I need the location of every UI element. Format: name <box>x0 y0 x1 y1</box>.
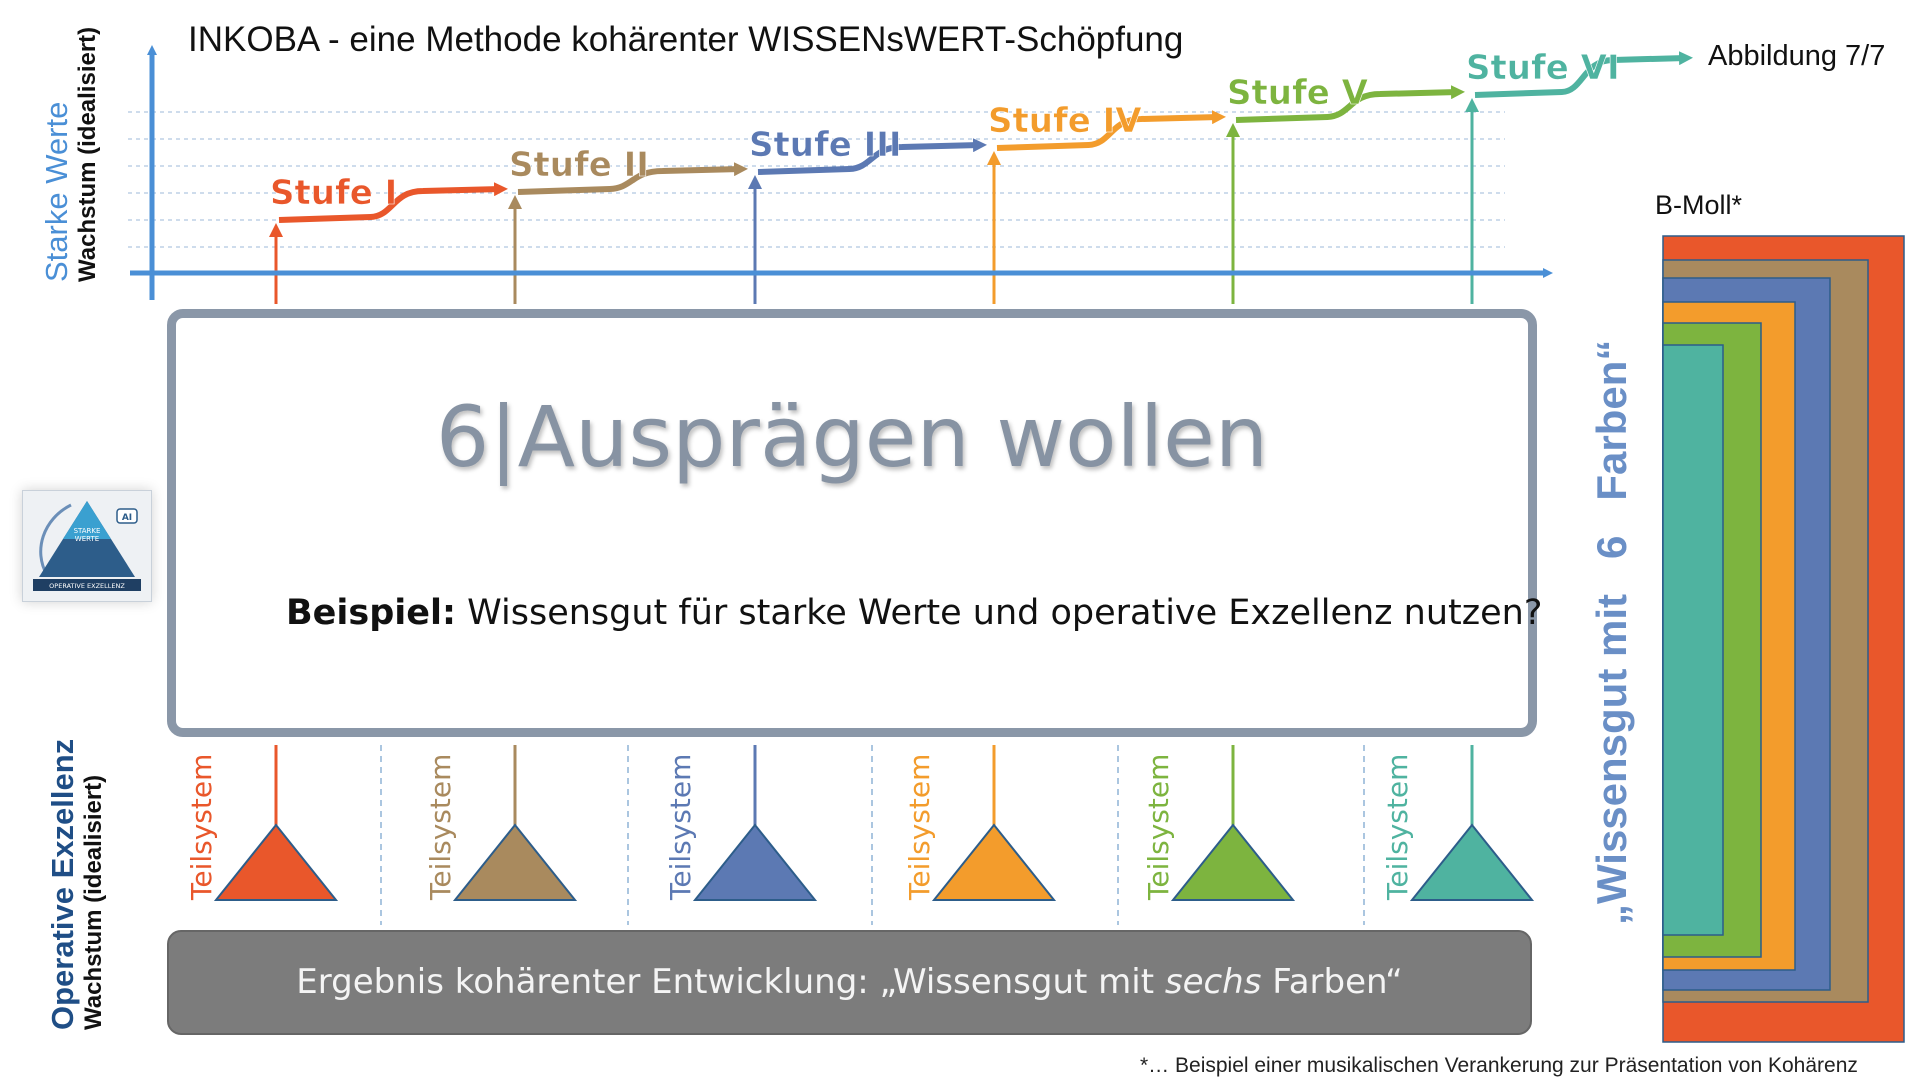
stage-curve <box>517 162 748 195</box>
axis-main-label: Operative Exzellenz <box>45 738 80 1030</box>
stage-label: Stufe III <box>749 125 902 165</box>
page-title: INKOBA - eine Methode kohärenter WISSENs… <box>188 20 1184 59</box>
stage-curve <box>996 110 1226 151</box>
subsystem-triangle <box>452 823 578 901</box>
result-suffix: Farben“ <box>1261 962 1403 1002</box>
logo-badge: AI <box>122 513 132 523</box>
subsystem-dividers <box>380 745 1365 925</box>
starke-werte-logo: STARKE WERTE OPERATIVE EXZELLENZ AI <box>22 490 152 602</box>
y-axis-label-top: Starke Werte Wachstum (idealisiert) <box>39 26 102 282</box>
side-label: „Wissensgut mit 6 Farben“ <box>1588 339 1635 925</box>
subsystem-triangle <box>1409 823 1535 901</box>
logo-line2: WERTE <box>75 535 99 543</box>
legend-color-band <box>1662 344 1724 936</box>
stage-curves <box>278 51 1693 223</box>
example-text: Beispiel: Wissensgut für starke Werte un… <box>286 593 1542 633</box>
footnote: *… Beispiel einer musikalischen Veranker… <box>1140 1054 1858 1077</box>
grid-lines <box>128 111 1505 248</box>
stage-curve <box>1474 51 1693 98</box>
subsystem-label: Teilsystem <box>903 754 936 901</box>
result-bar: Ergebnis kohärenter Entwicklung: „Wissen… <box>167 930 1532 1035</box>
stage-label: Stufe I <box>270 173 397 213</box>
result-prefix: Ergebnis kohärenter Entwicklung: „Wissen… <box>296 962 1165 1002</box>
b-moll-legend <box>1662 235 1905 1043</box>
result-emphasis: sechs <box>1164 962 1262 1002</box>
example-content: Wissensgut für starke Werte und operativ… <box>467 593 1543 633</box>
logo-triangle-icon: STARKE WERTE OPERATIVE EXZELLENZ AI <box>33 501 141 591</box>
subsystem-label: Teilsystem <box>1381 754 1414 901</box>
axis-sub-label: Wachstum (idealisiert) <box>80 774 107 1030</box>
stage-label: Stufe IV <box>988 101 1142 141</box>
logo-line1: STARKE <box>74 527 101 535</box>
subsystem-label: Teilsystem <box>664 754 697 901</box>
subsystem-triangle <box>213 823 339 901</box>
subsystem-label: Teilsystem <box>185 754 218 901</box>
subsystem-label: Teilsystem <box>424 754 457 901</box>
result-text: Ergebnis kohärenter Entwicklung: „Wissen… <box>169 962 1530 1002</box>
main-card: 6|Ausprägen wollen Beispiel: Wissensgut … <box>167 309 1542 737</box>
subsystem-triangle <box>931 823 1057 901</box>
axis-sub-label: Wachstum (idealisiert) <box>74 26 101 282</box>
subsystem-triangles <box>213 823 1535 901</box>
stage-label: Stufe VI <box>1466 48 1620 88</box>
subsystem-triangle <box>692 823 818 901</box>
example-label: Beispiel: <box>286 593 457 633</box>
stage-label: Stufe V <box>1227 73 1369 113</box>
legend-title: B-Moll* <box>1655 190 1743 220</box>
stage-curve <box>757 138 987 175</box>
logo-bottom: OPERATIVE EXZELLENZ <box>49 582 125 590</box>
stage-curve <box>278 182 508 223</box>
main-heading: 6|Ausprägen wollen <box>435 388 1269 486</box>
subsystem-label: Teilsystem <box>1142 754 1175 901</box>
y-axis-label-bottom: Operative Exzellenz Wachstum (idealisier… <box>45 738 108 1030</box>
subsystem-labels: Teilsystem Teilsystem Teilsystem Teilsystem… <box>185 754 1414 901</box>
figure-label: Abbildung 7/7 <box>1708 40 1886 72</box>
stage-connectors <box>269 98 1479 825</box>
stage-curve <box>1235 85 1465 123</box>
subsystem-triangle <box>1170 823 1296 901</box>
stage-label: Stufe II <box>509 145 649 185</box>
axis-main-label: Starke Werte <box>39 101 74 282</box>
stage-labels: Stufe I Stufe II Stufe III Stufe IV Stufe V S… <box>270 48 1620 214</box>
